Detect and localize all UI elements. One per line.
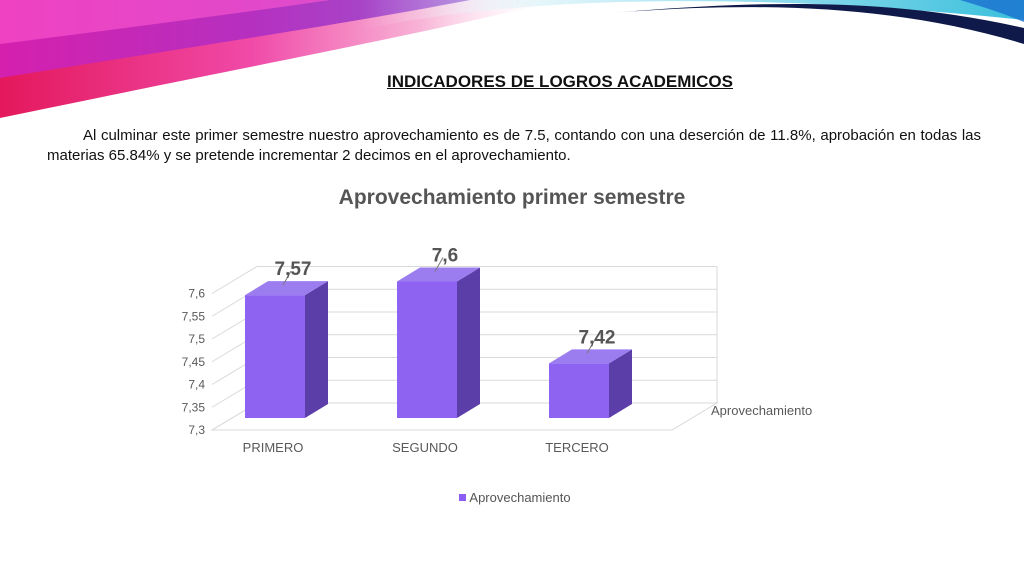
data-label: 7,6 [432, 246, 458, 267]
bar-side [305, 281, 328, 418]
gridline [211, 266, 717, 294]
bar-top [549, 349, 632, 364]
bar-front [549, 363, 609, 418]
bar-top [245, 281, 328, 296]
x-tick-label: TERCERO [545, 440, 609, 455]
chart-labels: PRIMERO 7,57 SEGUNDO 7,6 TERCERO 7,42 [243, 246, 616, 456]
y-tick-label: 7,4 [188, 378, 205, 392]
bar-front [397, 281, 457, 418]
depth-axis-label: Aprovechamiento [711, 403, 812, 418]
y-tick-label: 7,55 [182, 309, 206, 323]
data-label-leader [586, 339, 596, 354]
legend-swatch [459, 494, 467, 501]
bar [245, 281, 328, 418]
bar-top [397, 267, 480, 282]
y-tick-label: 7,3 [188, 423, 205, 437]
decorative-banner [0, 0, 1024, 118]
intro-paragraph: Al culminar este primer semestre nuestro… [47, 127, 981, 164]
data-label: 7,42 [579, 327, 616, 348]
legend-label: Aprovechamiento [469, 490, 571, 505]
x-tick-label: SEGUNDO [392, 440, 458, 455]
bar [549, 349, 632, 418]
data-label-leader [282, 270, 292, 286]
x-tick-label: PRIMERO [243, 440, 304, 455]
chart-legend: Aprovechamiento [0, 490, 1024, 505]
bar-front [245, 295, 305, 418]
y-axis: 7,3 7,35 7,4 7,45 7,5 7,55 7,6 Aprovechamiento [182, 287, 813, 438]
y-tick-label: 7,5 [188, 332, 205, 346]
page-heading: INDICADORES DE LOGROS ACADEMICOS [386, 72, 733, 91]
bar-side [457, 267, 480, 418]
y-tick-label: 7,35 [182, 400, 206, 414]
bar [397, 267, 480, 418]
chart-title: Aprovechamiento primer semestre [338, 186, 686, 209]
bar-side [609, 349, 632, 418]
y-tick-label: 7,45 [182, 355, 206, 369]
data-label-leader [434, 257, 444, 272]
y-tick-label: 7,6 [188, 287, 205, 301]
data-label: 7,57 [275, 259, 312, 280]
chart-bars [245, 267, 632, 418]
